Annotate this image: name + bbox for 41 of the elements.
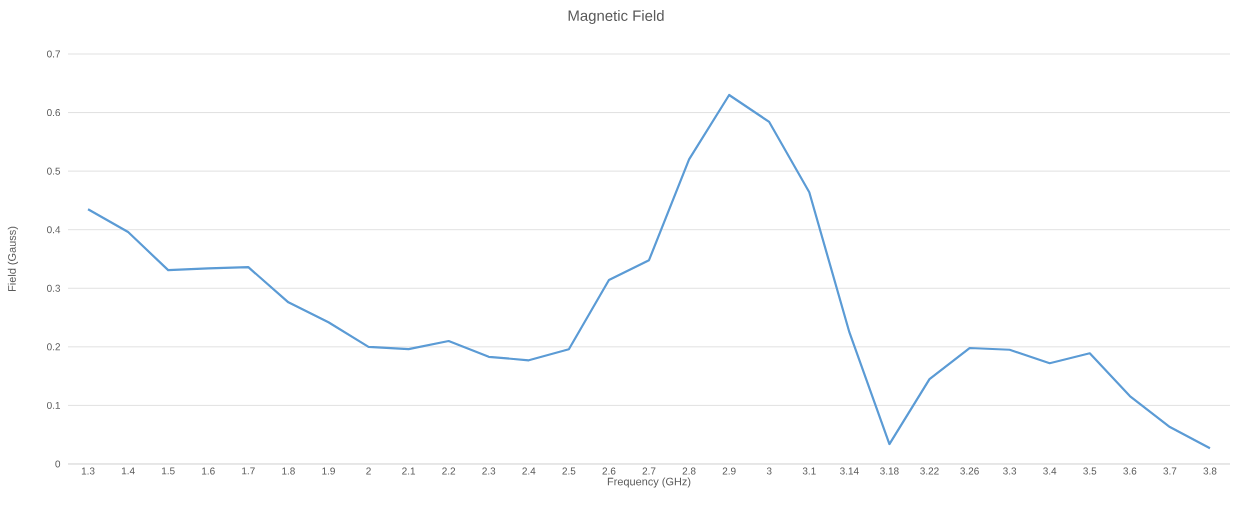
x-tick-label: 1.8	[282, 467, 295, 475]
x-tick-label: 3.6	[1123, 467, 1137, 475]
y-tick-label: 0.5	[47, 167, 61, 175]
x-tick-label: 3.14	[840, 467, 859, 475]
x-tick-label: 3.1	[802, 467, 816, 475]
y-tick-label: 0.4	[47, 226, 61, 234]
x-tick-label: 3.18	[880, 467, 899, 475]
x-tick-label: 2.8	[682, 467, 696, 475]
x-tick-label: 2.3	[482, 467, 496, 475]
x-tick-label: 2.6	[602, 467, 616, 475]
x-tick-label: 3.4	[1043, 467, 1057, 475]
x-tick-label: 2.7	[642, 467, 656, 475]
x-tick-label: 2.1	[402, 467, 416, 475]
x-tick-label: 2.9	[722, 467, 736, 475]
x-tick-label: 2.4	[522, 467, 536, 475]
y-tick-label: 0.6	[47, 109, 61, 117]
line-series	[86, 93, 1212, 450]
x-tick-label: 1.5	[162, 467, 175, 475]
x-tick-label: 2.5	[562, 467, 576, 475]
chart-title: Magnetic Field	[568, 10, 664, 24]
x-tick-label: 3.5	[1083, 467, 1097, 475]
x-tick-label: 1.7	[242, 467, 255, 475]
x-tick-label: 3.8	[1203, 467, 1217, 475]
x-axis-title: Frequency (GHz)	[607, 477, 691, 488]
y-tick-label: 0.3	[47, 284, 61, 292]
x-tick-label: 1.3	[81, 467, 95, 475]
x-tick-label: 3.26	[960, 467, 979, 475]
x-tick-label: 3.3	[1003, 467, 1017, 475]
y-tick-label: 0.7	[47, 50, 60, 58]
x-tick-label: 2	[366, 467, 371, 475]
y-tick-label: 0.2	[47, 343, 60, 351]
x-tick-label: 3	[766, 467, 772, 475]
x-tick-label: 3.7	[1163, 467, 1177, 475]
x-tick-label: 1.9	[322, 467, 335, 475]
x-tick-label: 3.22	[920, 467, 939, 475]
x-tick-label: 2.2	[442, 467, 456, 475]
y-tick-label: 0.1	[47, 401, 61, 409]
y-tick-label: 0	[55, 460, 61, 468]
y-axis-title: Field (Gauss)	[7, 226, 19, 291]
x-tick-label: 1.4	[121, 467, 135, 475]
x-tick-label: 1.6	[202, 467, 215, 475]
